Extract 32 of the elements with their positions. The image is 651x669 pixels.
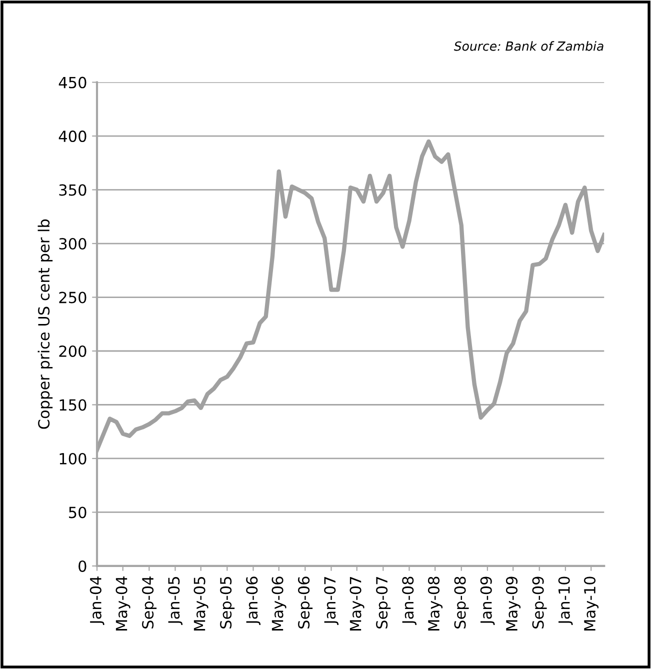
y-tick-label: 50 [69,506,86,518]
x-tick-label: Sep-04 [142,576,157,628]
y-tick-label: 350 [59,184,86,196]
y-tick-label: 0 [78,560,86,572]
x-tick-label: Jan-05 [168,577,182,625]
x-tick-label: May-04 [116,576,130,630]
x-tick-label: Jan-10 [558,576,573,625]
y-tick-label: 200 [59,345,86,358]
source-note: Source: Bank of Zambia [454,41,604,51]
x-tick-label: May-06 [272,576,286,630]
x-tick-label: May-07 [350,577,364,630]
y-tick-label: 450 [58,76,86,88]
y-tick-label: 250 [59,292,86,304]
x-tick-label: May-08 [428,576,442,630]
x-tick-label: May-09 [506,576,520,630]
y-axis-title: Copper price US cent per lb [38,219,53,429]
x-tick-label: May-05 [194,577,208,630]
x-tick-label: Sep-08 [454,576,469,628]
y-tick-label: 300 [59,238,86,250]
y-tick-label: 100 [60,452,86,465]
y-tick-label: 400 [58,130,86,142]
x-tick-label: Sep-06 [298,576,313,628]
x-tick-label: Sep-07 [376,577,391,628]
x-tick-label: Jan-07 [324,577,338,625]
x-tick-label: Jan-06 [246,576,260,625]
x-tick-label: Sep-05 [220,577,235,628]
x-tick-label: Jan-04 [90,576,104,625]
x-tick-label: Sep-09 [532,576,547,628]
y-tick-label: 150 [60,399,86,411]
x-tick-label: May-10 [584,576,598,630]
x-tick-label: Jan-08 [402,576,416,625]
x-tick-label: Jan-09 [480,576,495,625]
